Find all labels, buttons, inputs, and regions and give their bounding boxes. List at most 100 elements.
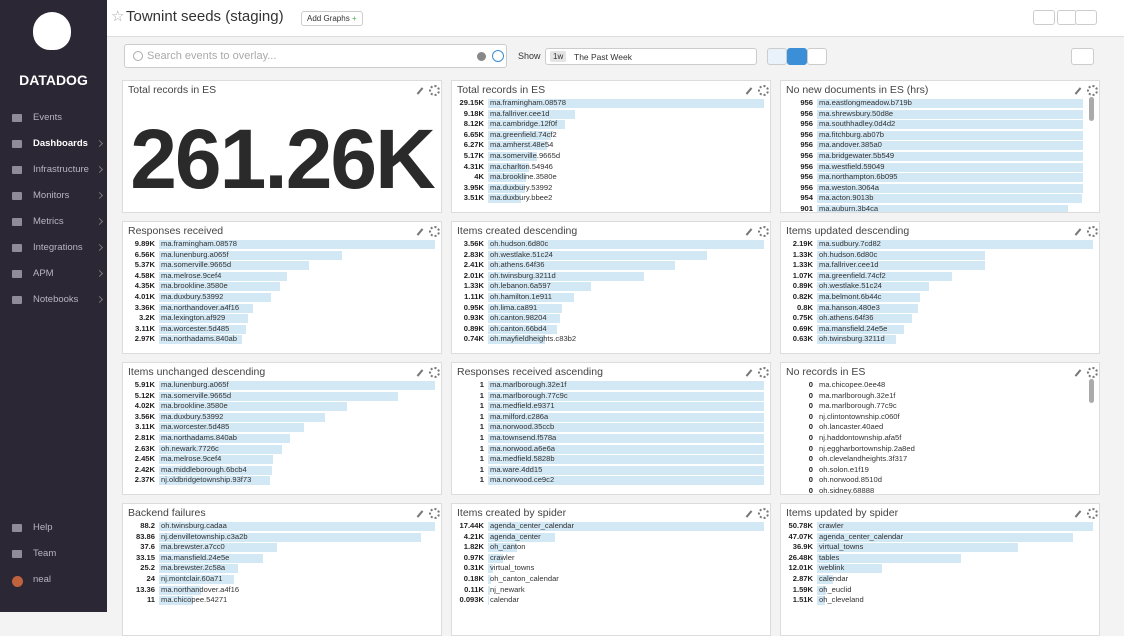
edit-icon[interactable]: [745, 369, 753, 377]
value-label: 901: [800, 204, 813, 213]
bar: [817, 141, 1083, 151]
toplist-row: 3.11K ma.worcester.5d485: [123, 324, 441, 334]
toplist-row: 4.02K ma.brookline.3580e: [123, 401, 441, 412]
row-name: ma.medfield.e9371: [490, 401, 555, 411]
toplist-row: 3.51K ma.duxbury.bbee2: [452, 193, 770, 204]
edit-icon[interactable]: [416, 369, 424, 377]
nav-item[interactable]: Events: [33, 112, 63, 123]
nav-item[interactable]: Dashboards: [33, 138, 88, 149]
nav-item[interactable]: Monitors: [33, 190, 70, 201]
value-label: 0: [808, 464, 813, 474]
nav-chevron: [95, 243, 104, 252]
toplist-row: 1 ma.milford.c286a: [452, 411, 770, 422]
clear-button[interactable]: [477, 52, 486, 61]
tv-mode-button[interactable]: [1033, 10, 1055, 25]
bar: [159, 543, 277, 553]
row-name: ma.middleborough.6bcb4: [161, 464, 247, 474]
row-name: oh.lancaster.40aed: [819, 422, 884, 432]
nav-item[interactable]: neal: [33, 574, 51, 585]
power-button[interactable]: [492, 50, 504, 62]
settings-icon[interactable]: [429, 226, 440, 237]
toplist-row: 0.093K calendar: [452, 595, 770, 606]
row-name: ma.marlborough.32e1f: [490, 380, 567, 389]
settings-icon[interactable]: [758, 226, 769, 237]
settings-icon[interactable]: [758, 508, 769, 519]
toplist-row: 37.6 ma.brewster.a7cc0: [123, 542, 441, 553]
search-box[interactable]: Search events to overlay...: [124, 44, 507, 68]
value-label: 1: [479, 390, 484, 400]
settings-icon[interactable]: [1087, 367, 1098, 378]
pause-button[interactable]: [787, 48, 807, 65]
toplist-row: 12.01K weblink: [781, 563, 1099, 574]
nav-item[interactable]: APM: [33, 268, 54, 279]
bar: [488, 173, 526, 183]
nav-item[interactable]: Infrastructure: [33, 164, 89, 175]
edit-icon[interactable]: [1074, 228, 1082, 236]
nav-item[interactable]: Help: [33, 522, 53, 533]
row-name: nj.oldbridgetownship.93f73: [161, 475, 252, 485]
row-name: ma.brewster.2c58a: [161, 563, 226, 573]
settings-icon[interactable]: [429, 508, 440, 519]
rewind-button[interactable]: [767, 48, 787, 65]
edit-icon[interactable]: [1074, 510, 1082, 518]
row-name: ma.northadams.840ab: [161, 334, 237, 344]
nav-chevron: [95, 139, 104, 148]
value-label: 1.82K: [463, 542, 484, 552]
nav-item[interactable]: Team: [33, 548, 57, 559]
bar: [159, 391, 399, 401]
row-name: ma.duxbury.53992: [161, 292, 224, 301]
bar: [488, 240, 764, 249]
star[interactable]: ☆: [111, 8, 125, 25]
row-name: ma.milford.c286a: [490, 411, 549, 421]
settings-icon[interactable]: [758, 367, 769, 378]
nav-item[interactable]: Integrations: [33, 242, 83, 253]
settings-icon[interactable]: [1087, 226, 1098, 237]
nav-item[interactable]: Metrics: [33, 216, 64, 227]
settings-icon[interactable]: [1087, 508, 1098, 519]
time-range-select[interactable]: 1w The Past Week: [545, 48, 757, 65]
toplist-row: 1.11K oh.hamilton.1e911: [452, 292, 770, 302]
value-label: 0.97K: [463, 552, 484, 562]
row-name: ma.marlborough.32e1f: [819, 390, 896, 400]
toplist-row: 2.97K ma.northadams.840ab: [123, 334, 441, 345]
bar: [159, 522, 435, 531]
value-label: 0.11K: [464, 584, 484, 594]
settings-icon[interactable]: [429, 85, 440, 96]
row-name: ma.somerville.9665d: [490, 151, 561, 160]
settings-button[interactable]: [1075, 10, 1097, 25]
add-graphs-button[interactable]: Add Graphs +: [301, 11, 363, 26]
value-label: 956: [800, 119, 813, 129]
bar: [159, 423, 305, 433]
value-label: 0.89K: [792, 281, 813, 291]
edit-icon[interactable]: [1074, 87, 1082, 95]
edit-icon[interactable]: [416, 510, 424, 518]
value-label: 0.18K: [463, 574, 484, 583]
info-button[interactable]: [1057, 10, 1077, 25]
toplist-row: 954 ma.acton.9013b: [781, 193, 1099, 204]
forward-button[interactable]: [807, 48, 827, 65]
widget: Items created descending 3.56K oh.hudson.6…: [451, 221, 771, 354]
row-name: ma.belmont.6b44c: [819, 292, 882, 301]
value-label: 1: [479, 464, 484, 474]
toplist-row: 1.59K oh_euclid: [781, 585, 1099, 595]
bar: [817, 194, 1083, 204]
edit-icon[interactable]: [745, 510, 753, 518]
settings-icon[interactable]: [758, 85, 769, 96]
nav-item[interactable]: Notebooks: [33, 294, 79, 305]
value-label: 6.56K: [134, 249, 155, 259]
row-name: ma.marlborough.77c9c: [490, 390, 568, 400]
toplist-row: 24 nj.montclair.60a71: [123, 574, 441, 584]
edit-icon[interactable]: [416, 87, 424, 95]
edit-icon[interactable]: [416, 228, 424, 236]
bar: [488, 564, 493, 574]
toplist-row: 29.15K ma.framingham.08578: [452, 98, 770, 108]
settings-icon[interactable]: [1087, 85, 1098, 96]
edit-icon[interactable]: [1074, 369, 1082, 377]
row-name: ma.lunenburg.a065f: [161, 380, 229, 389]
settings-icon[interactable]: [429, 367, 440, 378]
edit-icon[interactable]: [745, 87, 753, 95]
keyboard-button[interactable]: [1071, 48, 1094, 65]
bar: [488, 293, 575, 302]
row-name: ma.ware.4dd15: [490, 464, 543, 474]
edit-icon[interactable]: [745, 228, 753, 236]
